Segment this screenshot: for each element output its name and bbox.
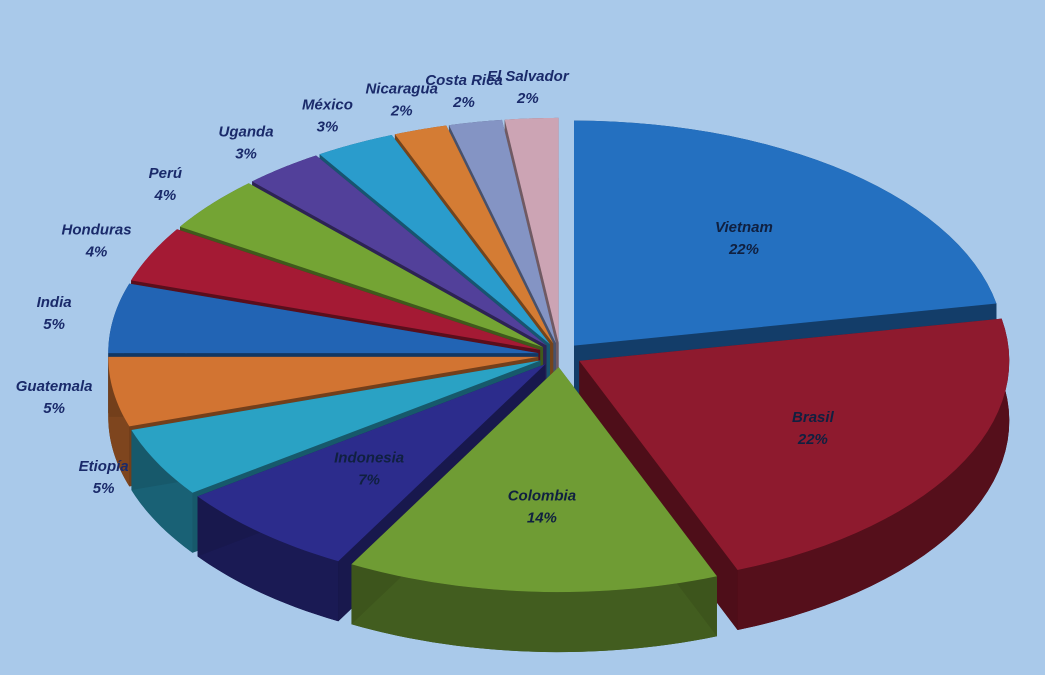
slice-value-label: 2%: [390, 103, 413, 120]
slice-side: [108, 356, 130, 487]
slice-value-label: 3%: [235, 146, 257, 163]
slice-value-label: 22%: [728, 241, 759, 258]
slice: [574, 120, 997, 346]
slice-value-label: 5%: [43, 400, 65, 417]
slice-label: México: [302, 97, 353, 114]
slice-label: Uganda: [219, 124, 274, 141]
slice: [351, 367, 717, 653]
slice: [579, 318, 1010, 631]
slice-label: Nicaragua: [365, 81, 438, 98]
slice-side: [737, 318, 1010, 631]
slice: [394, 125, 554, 344]
slice-value-label: 2%: [452, 94, 475, 111]
slice-label: Honduras: [62, 222, 132, 239]
slice-value-label: 3%: [317, 119, 339, 136]
slice: [197, 364, 546, 562]
slice-value-label: 5%: [93, 480, 115, 497]
slice: [179, 183, 544, 348]
slice-value-label: 14%: [527, 509, 557, 526]
slice: [108, 356, 539, 427]
slice-value-label: 5%: [43, 316, 65, 333]
slice: [579, 318, 1010, 571]
slice-label: Indonesia: [334, 450, 404, 467]
slice: [504, 117, 559, 343]
slice-label: India: [37, 294, 72, 311]
slice-value-label: 22%: [797, 431, 828, 448]
slice-value-label: 4%: [85, 244, 108, 261]
slice-value-label: 4%: [153, 187, 176, 204]
slice: [252, 155, 547, 346]
slice: [131, 229, 541, 350]
slice-label: El Salvador: [487, 68, 570, 85]
slice-label: Perú: [149, 165, 182, 182]
slice-side: [351, 564, 717, 653]
slice: [319, 135, 551, 345]
slice: [351, 367, 717, 593]
slice: [131, 360, 541, 493]
slice-label: Colombia: [508, 487, 576, 504]
slice-value-label: 2%: [516, 90, 539, 107]
slice: [108, 283, 539, 354]
slice-label: Etiopía: [79, 458, 129, 475]
slice-label: Costa Rica: [425, 72, 503, 89]
slice-value-label: 7%: [358, 472, 380, 489]
slice: [448, 119, 556, 344]
slice-label: Brasil: [792, 409, 835, 426]
slice-label: Guatemala: [16, 378, 93, 395]
slice-label: Vietnam: [715, 219, 773, 236]
